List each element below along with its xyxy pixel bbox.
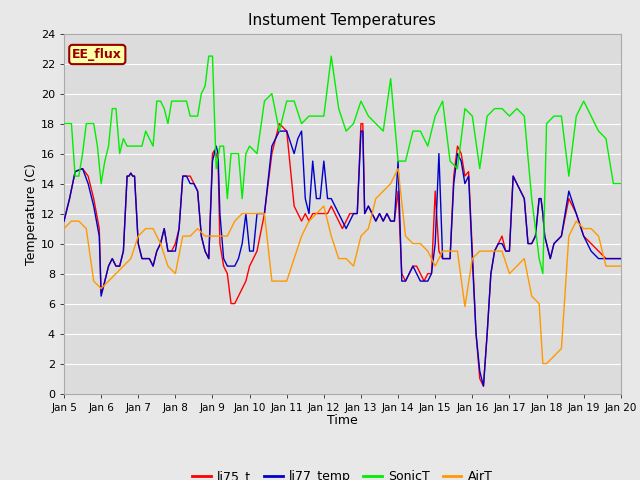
Legend: li75_t, li77_temp, SonicT, AirT: li75_t, li77_temp, SonicT, AirT (188, 465, 497, 480)
Title: Instument Temperatures: Instument Temperatures (248, 13, 436, 28)
X-axis label: Time: Time (327, 414, 358, 427)
Y-axis label: Temperature (C): Temperature (C) (25, 163, 38, 264)
Text: EE_flux: EE_flux (72, 48, 122, 61)
